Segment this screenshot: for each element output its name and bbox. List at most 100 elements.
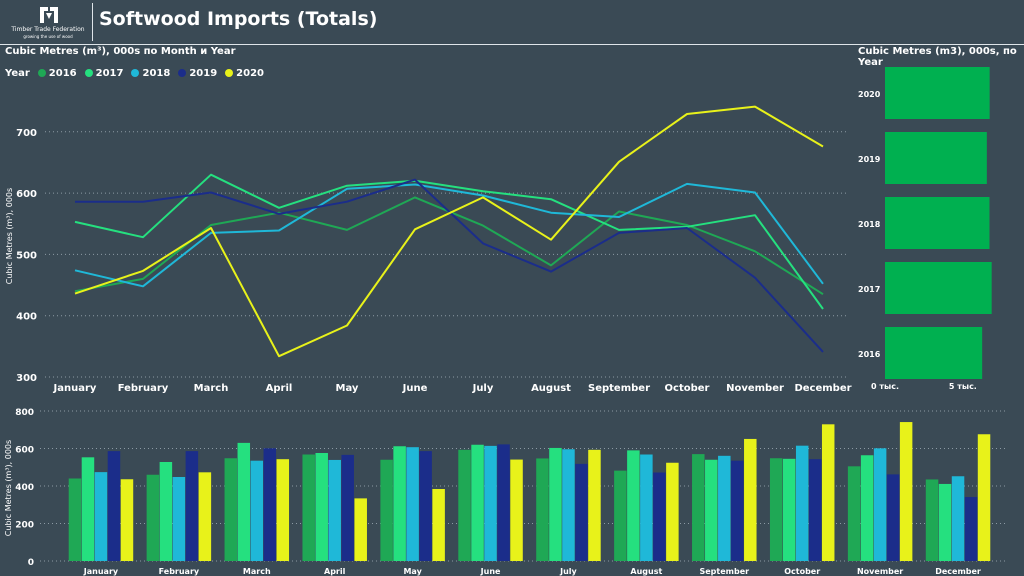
- logo-name: Timber Trade Federation: [11, 26, 85, 33]
- yearly-bar-chart: 2020 2019 2018 2017 2016 0 тыс. 5 тыс.: [858, 67, 992, 391]
- year-label: 2020: [858, 90, 881, 99]
- x-tick-label: May: [336, 383, 359, 394]
- bar-2020: [666, 462, 679, 561]
- bar-2018: [951, 476, 965, 561]
- year-bar-2017: [885, 262, 992, 314]
- x-tick-label: June: [480, 567, 501, 576]
- x-tick-label: August: [531, 383, 571, 394]
- legend-label-2019: 2019: [189, 67, 218, 79]
- bar-2018: [250, 460, 264, 561]
- bar-2019: [575, 463, 588, 561]
- bar-2018: [484, 445, 497, 561]
- y-axis-label: Cubic Metres (m³), 000s: [5, 188, 14, 284]
- bar-2019: [263, 448, 277, 561]
- bar-2017: [782, 458, 796, 561]
- bar-2017: [627, 450, 640, 561]
- x-tick-label: October: [665, 383, 710, 394]
- tree-logo-icon: [40, 7, 58, 23]
- series-line-2018: [74, 182, 824, 288]
- y-tick-label: 500: [16, 250, 37, 261]
- legend-dot-2017: [84, 69, 93, 77]
- bar-2016: [458, 449, 471, 561]
- bar-2019: [107, 451, 121, 561]
- series-line-2020: [74, 105, 824, 358]
- bar-2017: [393, 446, 406, 561]
- bar-2016: [692, 454, 705, 561]
- legend-label-2018: 2018: [142, 67, 171, 79]
- bar-2020: [821, 424, 835, 561]
- legend-item-2019[interactable]: 2019: [178, 68, 217, 79]
- bar-2019: [808, 459, 822, 561]
- line-chart-title: Cubic Metres (m³), 000s по Month и Year: [5, 46, 236, 57]
- y-tick-label: 400: [15, 483, 34, 493]
- year-bar-2019: [885, 132, 987, 184]
- x-tick-label: February: [159, 567, 200, 576]
- legend-dot-2020: [225, 69, 234, 77]
- legend-item-2018[interactable]: 2018: [131, 68, 170, 79]
- x-tick-label: March: [194, 383, 229, 394]
- bar-2019: [497, 444, 510, 561]
- logo-tagline: growing the use of wood: [23, 34, 73, 39]
- bar-2016: [614, 470, 627, 561]
- bar-2017: [81, 457, 95, 561]
- x-tick-label: January: [83, 567, 119, 576]
- legend-dot-2018: [131, 69, 140, 77]
- year-bar-2018: [885, 197, 990, 249]
- series-line-2019: [75, 178, 824, 353]
- chart-legend: Year 2016 2017 2018 2019 2020: [5, 66, 272, 80]
- bar-2018: [640, 454, 653, 561]
- x-tick-label: November: [857, 567, 903, 576]
- bar-2017: [315, 453, 328, 561]
- legend-dot-2019: [178, 69, 187, 77]
- bar-2020: [276, 459, 290, 561]
- legend-item-2017[interactable]: 2017: [84, 67, 124, 79]
- legend-label-2017: 2017: [95, 67, 124, 79]
- bar-2016: [380, 459, 393, 561]
- bar-2020: [588, 449, 601, 561]
- bar-2016: [68, 478, 82, 561]
- legend-label-2016: 2016: [48, 67, 77, 79]
- year-bar-2020: [885, 67, 990, 119]
- bar-2020: [120, 479, 134, 561]
- y-tick-label: 300: [16, 373, 37, 384]
- series-line-2017: [74, 173, 824, 310]
- bar-2017: [938, 483, 952, 561]
- bar-2017: [471, 444, 484, 561]
- bar-2017: [705, 459, 718, 561]
- legend-item-2020[interactable]: 2020: [225, 68, 264, 79]
- x-tick-label: December: [794, 383, 851, 394]
- bar-2016: [925, 479, 939, 561]
- bar-2016: [224, 458, 238, 561]
- bar-2018: [172, 477, 186, 561]
- x-tick-label: May: [403, 567, 422, 576]
- legend-title: Year: [5, 67, 30, 79]
- monthly-bar-chart: 0 200 400 600 800 Cubic Metres (m³), 000s Janu…: [4, 408, 1005, 576]
- header: Timber Trade Federation growing the use …: [0, 0, 1024, 45]
- x-tick-label: August: [630, 567, 662, 576]
- bar-2020: [510, 459, 523, 561]
- x-tick-label: November: [726, 383, 784, 394]
- year-label: 2018: [858, 220, 881, 229]
- x-tick-label: April: [266, 383, 293, 394]
- bar-2020: [432, 489, 445, 561]
- year-bar-2016: [885, 327, 983, 379]
- x-tick-label: February: [118, 383, 169, 394]
- y-tick-label: 700: [16, 128, 37, 139]
- x-tick-label: January: [53, 383, 97, 394]
- bar-2018: [94, 472, 108, 561]
- bar-2019: [419, 451, 432, 561]
- y-tick-label: 200: [15, 521, 34, 531]
- bar-2018: [406, 447, 419, 561]
- y-axis-label: Cubic Metres (m³), 000s: [4, 440, 13, 536]
- legend-dot-2016: [37, 69, 46, 77]
- x-tick-label: September: [699, 567, 749, 576]
- bar-2018: [562, 449, 575, 561]
- bar-2017: [159, 462, 173, 561]
- bar-2016: [847, 466, 861, 561]
- bar-2019: [653, 472, 666, 561]
- bar-2020: [744, 438, 757, 561]
- bar-2018: [718, 455, 731, 561]
- bar-2019: [185, 451, 199, 561]
- y-tick-label: 0: [28, 558, 34, 568]
- legend-item-2016[interactable]: 2016: [37, 67, 77, 79]
